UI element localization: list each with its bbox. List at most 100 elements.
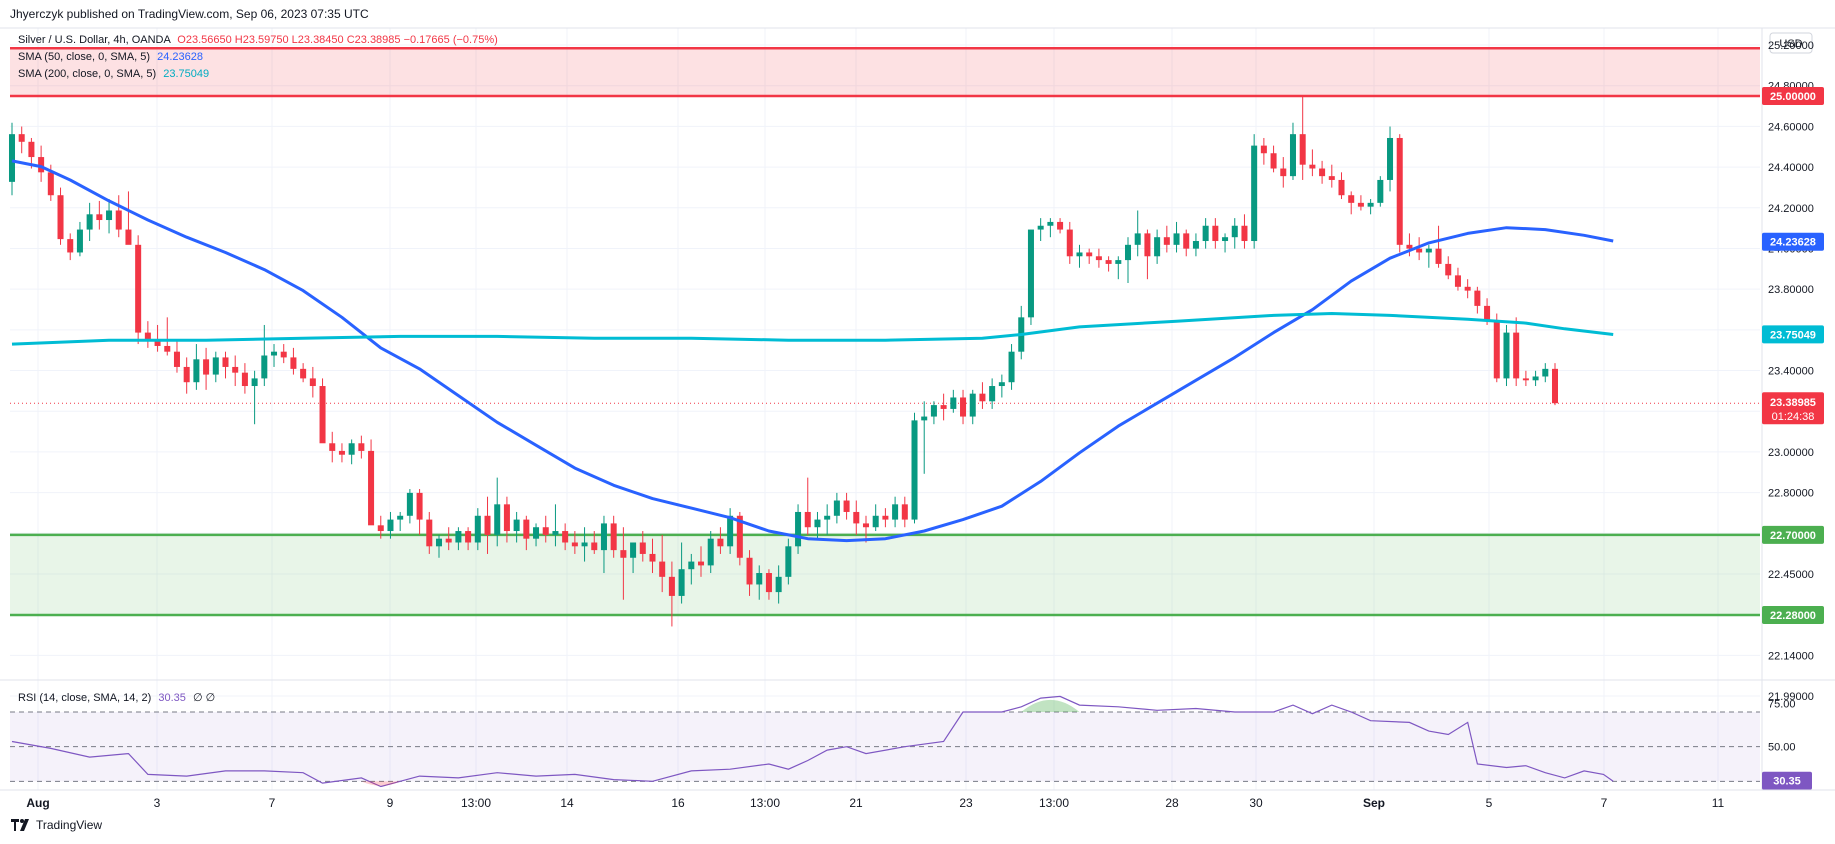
candle xyxy=(814,511,821,539)
price-tick-label: 24.40000 xyxy=(1768,162,1814,174)
candle-body xyxy=(1299,134,1306,165)
candle-body xyxy=(804,511,811,528)
candle-body xyxy=(969,393,976,417)
candle-body xyxy=(1484,305,1491,322)
sma200-legend[interactable]: SMA (200, close, 0, SMA, 5) 23.75049 xyxy=(18,68,209,80)
sma50-legend[interactable]: SMA (50, close, 0, SMA, 5) 24.23628 xyxy=(18,51,203,63)
candle xyxy=(1260,137,1267,165)
candle-body xyxy=(222,357,229,367)
candle-body xyxy=(232,366,239,373)
candle-body xyxy=(241,372,248,387)
candle-body xyxy=(911,420,918,520)
candle xyxy=(756,565,763,600)
time-tick-label: 7 xyxy=(269,796,276,810)
candle-body xyxy=(1280,168,1287,177)
candle xyxy=(1134,210,1141,257)
support-top-price-label-box xyxy=(1762,525,1824,544)
candle xyxy=(1251,134,1258,249)
rsi-legend[interactable]: RSI (14, close, SMA, 14, 2) 30.35 ∅ ∅ xyxy=(18,691,215,704)
rsi-value-label: 30.35 xyxy=(1773,776,1801,788)
candle xyxy=(38,145,45,182)
rsi-label: RSI (14, close, SMA, 14, 2) xyxy=(18,692,152,704)
candle xyxy=(1086,248,1093,264)
support-top-price-label: 22.70000 xyxy=(1770,530,1816,542)
rsi-line xyxy=(11,695,1614,788)
tradingview-brand[interactable]: TradingView xyxy=(11,818,102,832)
candle xyxy=(1231,218,1238,249)
candle-body xyxy=(1464,286,1471,291)
candle xyxy=(406,489,413,524)
candle xyxy=(1493,313,1500,383)
time-tick-label: 14 xyxy=(560,796,574,810)
price-tick-label: 23.40000 xyxy=(1768,366,1814,378)
candle-body xyxy=(1270,153,1277,169)
candle xyxy=(853,500,860,535)
support-bottom-price-label: 22.28000 xyxy=(1770,610,1816,622)
time-tick-label: Aug xyxy=(26,796,49,810)
sma200-price-label: 23.75049 xyxy=(1770,329,1816,341)
candle xyxy=(115,195,122,238)
rsi-tick-label: 75.00 xyxy=(1768,698,1796,710)
rsi-oversold-fill xyxy=(361,781,401,786)
candle xyxy=(271,344,278,367)
candle-body xyxy=(853,511,860,524)
candle xyxy=(1319,160,1326,184)
sma200-price-label-box xyxy=(1762,325,1824,344)
candle-body xyxy=(1454,275,1461,287)
candle-body xyxy=(106,210,113,221)
candle xyxy=(1222,233,1229,253)
candle-body xyxy=(1328,176,1335,180)
candle xyxy=(1154,229,1161,264)
candle xyxy=(1513,317,1520,387)
candle xyxy=(67,233,74,261)
time-axis: Aug 3 7 9 13:00 14 16 13:00 21 23 13:00 28 30 Sep 5 7 11 xyxy=(0,789,1835,810)
time-tick-label: 23 xyxy=(959,796,973,810)
candle xyxy=(154,324,161,352)
candle xyxy=(892,496,899,528)
candle-body xyxy=(765,573,772,593)
candle xyxy=(1115,256,1122,280)
candle xyxy=(1425,244,1432,268)
candle-body xyxy=(193,359,200,383)
candle xyxy=(940,393,947,421)
time-tick-label: 13:00 xyxy=(461,796,491,810)
candle-body xyxy=(212,357,219,375)
candle-body xyxy=(67,239,74,253)
sma50-price-label: 24.23628 xyxy=(1770,237,1816,249)
sma50-label: SMA (50, close, 0, SMA, 5) xyxy=(18,51,151,63)
candle xyxy=(416,489,423,535)
countdown-label: 01:24:38 xyxy=(1772,411,1815,423)
candle xyxy=(86,202,93,242)
candle xyxy=(1202,218,1209,249)
candle xyxy=(1387,126,1394,192)
candle-body xyxy=(154,340,161,346)
last-price-box xyxy=(1762,392,1824,425)
moving-averages xyxy=(11,159,1614,543)
candle xyxy=(591,531,598,554)
candle xyxy=(173,340,180,373)
candle xyxy=(1503,324,1510,387)
candle-body xyxy=(203,359,210,375)
candle xyxy=(1406,233,1413,257)
sma50-value: 24.23628 xyxy=(157,51,204,63)
support-zone xyxy=(10,534,1760,615)
candle-body xyxy=(727,515,734,547)
candle xyxy=(164,317,171,356)
candle-body xyxy=(600,523,607,551)
candle-body xyxy=(1231,225,1238,238)
candle-body xyxy=(309,378,316,387)
candle xyxy=(533,523,540,547)
candle-body xyxy=(1144,233,1151,257)
candle-body xyxy=(8,134,16,182)
candle-body xyxy=(135,244,142,333)
candle xyxy=(222,351,229,379)
candle-body xyxy=(1105,260,1112,264)
candle xyxy=(775,565,782,604)
price-axis: USD25.2000024.8000024.6000024.4000024.20… xyxy=(0,27,1835,790)
candle-body xyxy=(1251,145,1258,242)
candle xyxy=(1464,279,1471,299)
candle-body xyxy=(1027,229,1034,318)
candle xyxy=(581,527,588,562)
candle xyxy=(843,492,850,520)
